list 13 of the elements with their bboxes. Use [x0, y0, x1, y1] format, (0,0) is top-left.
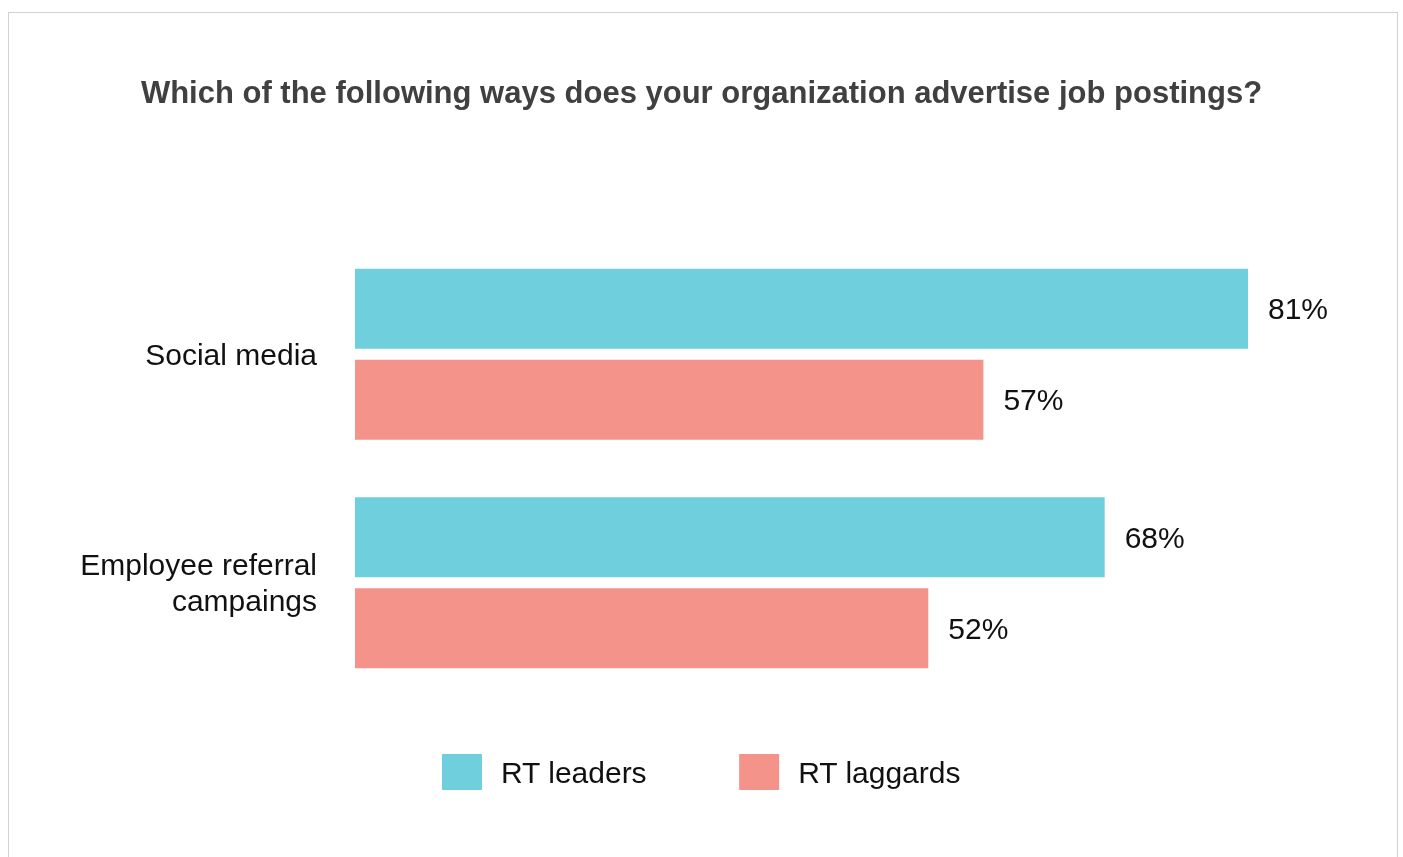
- bar: [355, 588, 929, 669]
- bar: [355, 497, 1105, 578]
- y-tick-label: Employee referral campaings: [80, 548, 317, 618]
- legend-label: RT laggards: [798, 755, 961, 789]
- data-label: 52%: [948, 611, 1009, 645]
- bar: [355, 359, 984, 440]
- data-label: 81%: [1268, 292, 1329, 326]
- bar: [355, 268, 1248, 349]
- y-tick-label: Social media: [145, 337, 318, 371]
- data-label: 68%: [1124, 520, 1185, 554]
- legend-label: RT leaders: [500, 755, 647, 789]
- chart-title: Which of the following ways does your organization advertise job postings?: [140, 75, 1263, 110]
- data-label: 57%: [1003, 383, 1064, 417]
